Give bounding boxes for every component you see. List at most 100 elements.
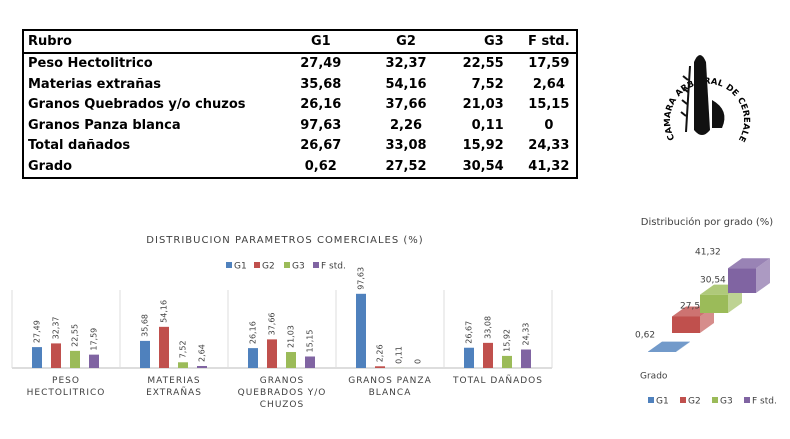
bar [464,347,474,368]
bar-front [728,268,756,293]
value-label: 15,92 [503,329,512,352]
value-label: 2,26 [376,344,385,362]
table-cell: 17,59 [528,56,570,72]
table-cell: 26,67 [300,138,342,154]
bar [32,347,42,368]
legend-label: G3 [292,262,305,272]
bar-3d [672,306,714,333]
legend-swatch [744,397,750,403]
legend-swatch [648,397,654,403]
value-label: 54,16 [160,300,169,323]
table-row: Total dañados 26,67 33,08 15,92 24,33 [23,136,577,157]
x-tick-label: MATERIAS EXTRAÑAS [146,376,202,398]
table-row: Grado 0,62 27,52 30,54 41,32 [23,156,577,178]
bar-front [672,316,700,333]
bar-top [648,341,690,352]
value-label: 35,68 [141,314,150,337]
value-label: 7,52 [179,340,188,358]
value-label: 41,32 [695,248,721,258]
value-label: 0,62 [635,331,655,341]
legend-swatch [680,397,686,403]
legend-label: F std. [321,262,346,272]
table-cell: 24,33 [528,138,570,154]
value-label: 26,16 [249,321,258,344]
table-cell: 35,68 [300,76,342,92]
x-tick-label: GRANOS PANZA BLANCA [348,376,432,398]
value-label: 21,03 [287,325,296,348]
bar [140,340,150,368]
value-label: 33,08 [484,316,493,339]
legend-swatch [284,262,290,268]
legend-label: G2 [262,262,275,272]
data-table: Rubro G1 G2 G3 F std. Peso Hectolitrico 27,49 3… [22,29,578,179]
logo-wheat [680,65,691,133]
bar [159,326,169,368]
bar-side [700,306,714,333]
bar [51,343,61,368]
bar-side [676,341,690,352]
bar [521,349,531,368]
value-label: 0,11 [395,346,404,364]
value-label: 30,54 [700,276,726,286]
table-cell: 21,03 [462,97,504,113]
table-row: Rubro G1 G2 G3 F std. [23,30,577,54]
bar [286,352,296,368]
table-cell: G3 [448,30,522,54]
logo: CAMARA ARBITRAL DE CEREALES DE ENTRE RIO… [0,0,752,144]
bar-3d [728,258,770,293]
value-label: 32,37 [52,316,61,339]
legend-label: G1 [656,397,669,407]
legend-swatch [313,262,319,268]
chart-title: Distribución por grado (%) [641,216,773,228]
table-row: Materias extrañas 35,68 54,16 7,52 2,64 [23,74,577,95]
bar-front [700,294,728,313]
table-cell: 2,64 [532,76,565,92]
table-cell: 97,63 [300,117,342,133]
table-cell: 0,62 [304,158,337,174]
bar [356,293,366,368]
legend-swatch [254,262,260,268]
value-label: 22,55 [71,324,80,347]
table-cell: 27,52 [385,158,427,174]
table-cell: 7,52 [471,76,504,92]
table-cell: Total dañados [28,138,131,154]
table-cell: 41,32 [528,158,570,174]
logo-text: CAMARA ARBITRAL DE CEREALES DE ENTRE RIO… [0,0,752,144]
legend-label: F std. [752,397,777,407]
value-label: 0 [414,359,423,364]
x-tick-label: Grado [640,372,668,382]
table-cell: 22,55 [462,56,504,72]
legend-label: G3 [720,397,733,407]
bar [89,354,99,368]
value-label: 24,33 [522,323,531,346]
table-cell: 27,49 [300,56,342,72]
logo-text-path: CAMARA ARBITRAL DE CEREALES DE ENTRE RIO… [0,0,751,144]
table-cell: F std. [521,30,577,54]
logo-sack [712,100,725,128]
table-cell: 0 [544,117,554,133]
table-cell: 32,37 [385,56,427,72]
bar [483,342,493,368]
table-cell: Granos Quebrados y/o chuzos [28,97,246,113]
table-cell: G2 [363,30,449,54]
table-cell: 54,16 [385,76,427,92]
bar [375,366,385,368]
value-label: 26,67 [465,321,474,344]
value-label: 97,63 [357,267,366,290]
bar [502,355,512,368]
table-cell: 26,16 [300,97,342,113]
legend-label: G2 [688,397,701,407]
table-cell: 15,92 [462,138,504,154]
x-tick-label: GRANOS QUEBRADOS Y/O CHUZOS [237,376,327,410]
value-label: 27,49 [33,320,42,343]
table-cell: Granos Panza blanca [28,117,181,133]
bar [70,350,80,368]
table-cell: 2,26 [389,117,423,133]
bar-side [756,258,770,293]
table-cell: Materias extrañas [28,76,162,92]
table-cell: Rubro [23,30,278,54]
x-tick-label: TOTAL DAÑADOS [453,376,543,386]
logo-figure [694,55,710,135]
